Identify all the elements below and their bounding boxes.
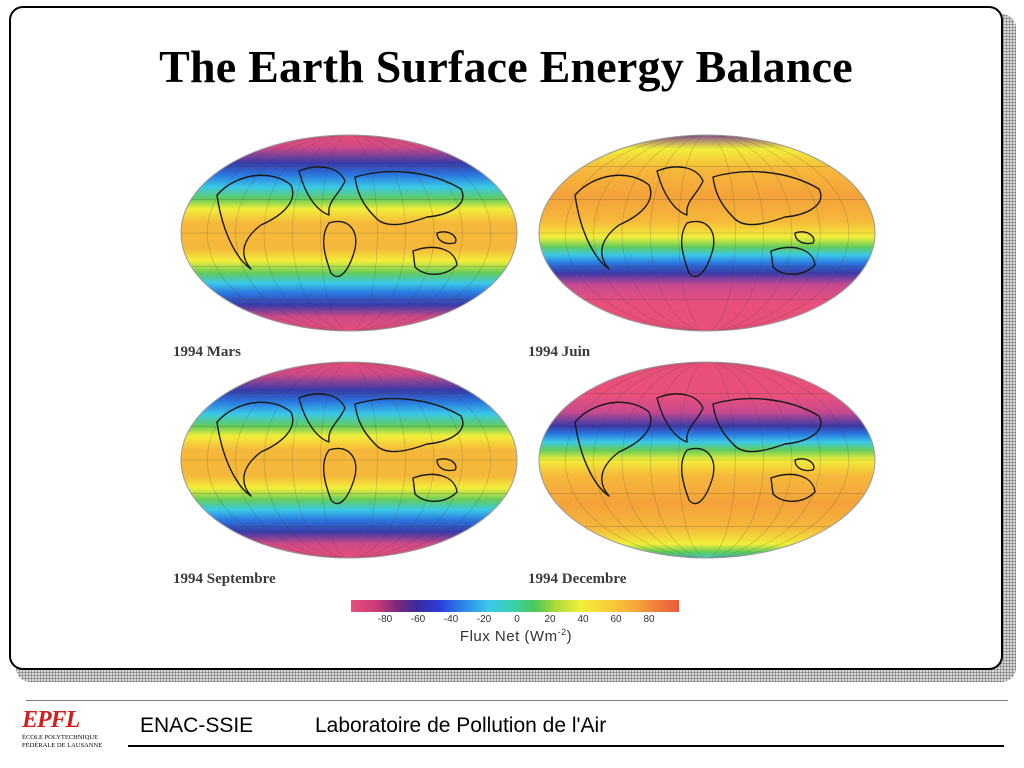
net-flux-map — [537, 360, 877, 560]
footer-divider-top — [26, 700, 1008, 701]
colorbar-tick-label: 60 — [610, 614, 622, 625]
colorbar-gradient — [351, 600, 679, 612]
colorbar: -80 -60 -40 -20 0 20 40 60 80 Flux Net (Wm-2) — [351, 600, 681, 650]
map-caption: 1994 Juin — [528, 344, 591, 360]
footer-lab-name: Laboratoire de Pollution de l'Air — [315, 714, 607, 737]
net-flux-map — [179, 360, 519, 560]
colorbar-tick-label: 40 — [577, 614, 589, 625]
net-flux-map — [537, 133, 877, 333]
epfl-logo-subtitle: ÉCOLE POLYTECHNIQUE FÉDÉRALE DE LAUSANNE — [22, 734, 103, 749]
footer-divider-bottom — [128, 745, 1004, 747]
map-caption: 1994 Mars — [173, 344, 241, 360]
colorbar-tick-label: 20 — [544, 614, 556, 625]
slide-title: The Earth Surface Energy Balance — [159, 41, 853, 92]
map-caption: 1994 Decembre — [528, 571, 627, 587]
net-flux-map — [179, 133, 519, 333]
colorbar-tick-label: -20 — [476, 614, 492, 625]
epfl-logo-mark: EPFL — [22, 707, 80, 733]
slide-frame: The Earth Surface Energy Balance 1994 Ma… — [9, 6, 1003, 670]
colorbar-tick-label: -80 — [377, 614, 393, 625]
colorbar-label: Flux Net (Wm-2) — [459, 627, 573, 645]
colorbar-tick-label: 0 — [514, 614, 520, 625]
footer-unit: ENAC-SSIE — [140, 714, 254, 737]
colorbar-tick-label: 80 — [643, 614, 655, 625]
epfl-logo: EPFL ÉCOLE POLYTECHNIQUE FÉDÉRALE DE LAU… — [22, 708, 116, 752]
map-caption: 1994 Septembre — [173, 571, 276, 587]
colorbar-ticks: -80 -60 -40 -20 0 20 40 60 80 — [351, 614, 679, 626]
colorbar-tick-label: -60 — [410, 614, 426, 625]
colorbar-tick-label: -40 — [443, 614, 459, 625]
